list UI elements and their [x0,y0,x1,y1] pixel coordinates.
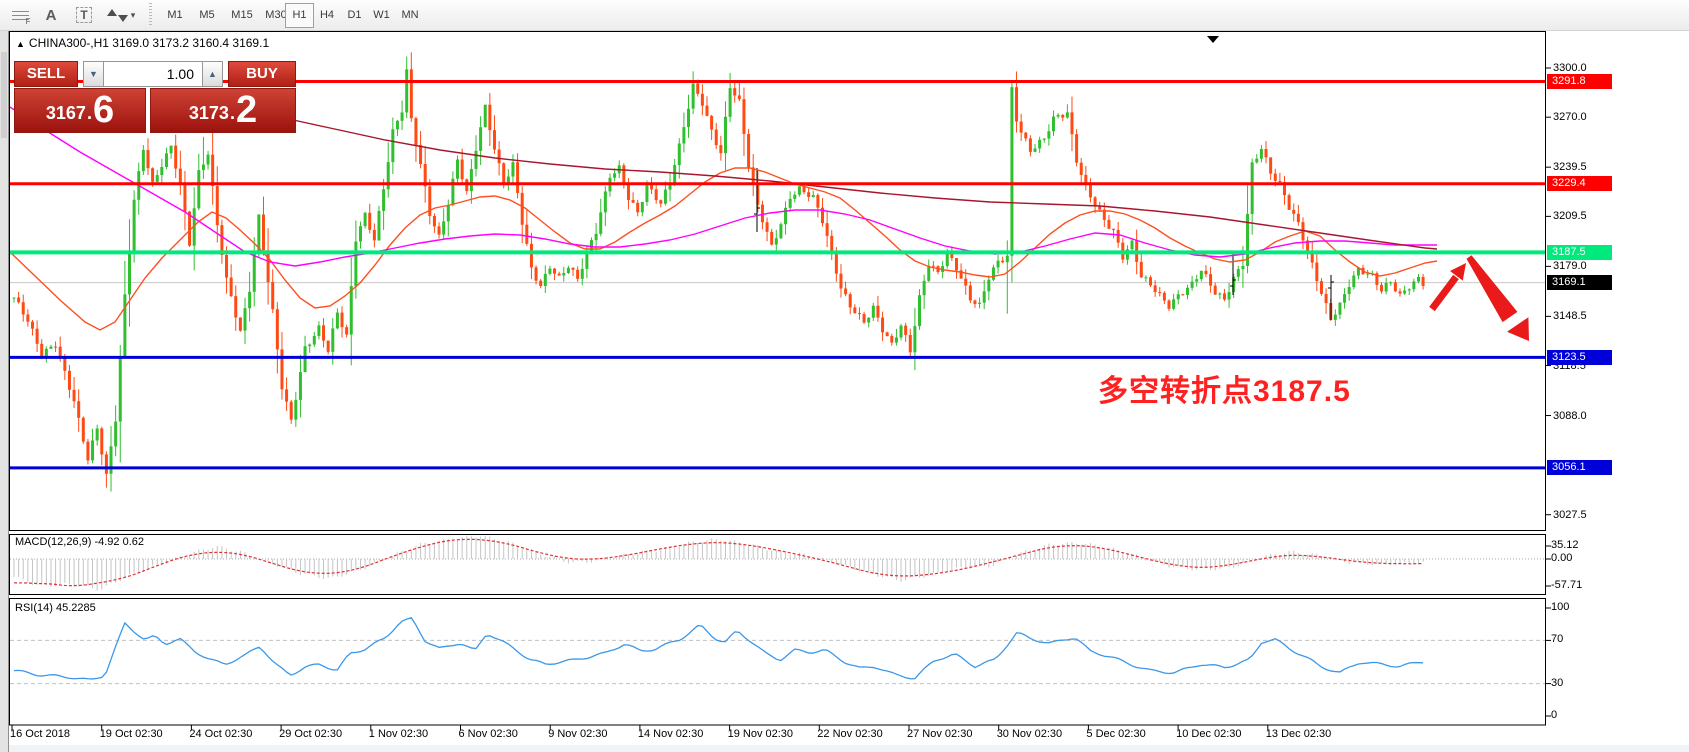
time-axis-label: 27 Nov 02:30 [907,728,973,740]
rsi-scale-label: 0 [1551,709,1558,721]
sell-price-big-digit: 6 [92,89,115,131]
rsi-label: RSI(14) 45.2285 [15,602,96,614]
time-axis-label: 10 Dec 02:30 [1176,728,1242,740]
volume-input[interactable] [104,61,202,87]
macd-label: MACD(12,26,9) -4.92 0.62 [15,536,145,548]
sell-price-dot: . [86,103,92,123]
rsi-scale-label: 100 [1551,601,1570,613]
volume-increase-button[interactable]: ▲ [202,61,223,87]
timeframe-m30[interactable]: M30 [265,9,287,21]
time-axis-label: 29 Oct 02:30 [279,728,343,740]
sell-price-display[interactable]: 3167. 6 [14,88,146,133]
rsi-scale-label: 70 [1551,633,1564,646]
text-tool-button[interactable]: A [38,3,64,27]
toolbar-separator [149,3,152,27]
price-tick-label: 3239.5 [1553,161,1587,174]
rsi-scale-label: 30 [1551,676,1564,689]
time-axis-label: 30 Nov 02:30 [996,728,1063,740]
buy-price-big-digit: 2 [235,89,258,131]
timeframe-mn[interactable]: MN [401,9,419,21]
arrow-down-icon [117,14,128,22]
macd-scale-label: 35.12 [1551,539,1579,551]
left-window-edge [0,30,9,752]
time-axis-label: 19 Oct 02:30 [99,728,163,740]
arrow-up-icon [106,8,117,16]
price-badge: 3291.8 [1547,74,1612,89]
time-axis-label: 14 Nov 02:30 [637,728,704,740]
time-axis-label: 13 Dec 02:30 [1265,728,1332,740]
text-icon: A [45,6,57,24]
timeframe-h1[interactable]: H1 [285,3,314,28]
arrow-objects-button[interactable]: ▾ [104,3,138,27]
time-axis-label: 9 Nov 02:30 [548,728,608,740]
symbol-label: CHINA300-,H1 [28,36,109,50]
price-tick-label: 3270.0 [1553,111,1587,124]
chart-title: ▲ CHINA300-,H1 3169.0 3173.2 3160.4 3169.… [16,36,269,50]
label-tool-button[interactable]: T [70,3,98,27]
price-tick-label: 3148.5 [1553,310,1587,323]
fibonacci-icon: F [11,8,31,26]
trade-annotation-text: 多空转折点3187.5 [1098,375,1351,408]
timeframe-h4[interactable]: H4 [319,9,335,21]
price-tick-label: 3088.0 [1553,409,1587,422]
price-tick-label: 3209.5 [1553,210,1587,223]
trend-arrows [1429,255,1529,341]
timeframe-m15[interactable]: M15 [231,9,253,21]
label-icon: T [76,7,92,23]
time-axis-label: 22 Nov 02:30 [817,728,883,740]
price-badge: 3229.4 [1547,176,1612,191]
sell-button[interactable]: SELL [14,61,78,87]
time-axis-label: 16 Oct 2018 [10,728,70,740]
time-axis-label: 19 Nov 02:30 [727,728,794,740]
timeframe-w1[interactable]: W1 [373,9,390,21]
volume-decrease-button[interactable]: ▼ [83,61,104,87]
price-tick-label: 3300.0 [1553,62,1587,74]
timeframe-m1[interactable]: M1 [167,9,183,21]
time-axis-label: 6 Nov 02:30 [458,728,518,740]
price-tick-label: 3179.0 [1553,260,1587,273]
price-tick-label: 3027.5 [1553,508,1587,521]
time-axis-label: 5 Dec 02:30 [1086,728,1146,740]
sell-price-main: 3167 [45,103,86,123]
time-axis-label: 1 Nov 02:30 [368,728,429,740]
buy-price-main: 3173 [188,103,229,123]
timeframe-d1[interactable]: D1 [347,9,362,21]
time-axis-label: 24 Oct 02:30 [189,728,253,740]
price-badge: 3169.1 [1547,275,1612,290]
buy-price-dot: . [229,103,235,123]
chevron-down-icon: ▾ [130,9,136,20]
price-badge: 3123.5 [1547,350,1612,365]
ohlc-values: 3169.0 3173.2 3160.4 3169.1 [112,36,270,50]
buy-price-display[interactable]: 3173. 2 [150,88,296,133]
price-badge: 3187.5 [1547,245,1612,260]
fibonacci-tool-button[interactable]: F [6,3,34,27]
left-scroll-thumb[interactable] [1,52,7,138]
chart-shift-marker-icon [1207,36,1219,43]
price-badge: 3056.1 [1547,460,1612,475]
macd-scale-label: -57.71 [1551,579,1583,591]
chart-window [9,30,1689,745]
macd-scale-label: 0.00 [1551,552,1573,564]
toolbar: F A T ▾ M1 M5 M15 M30 H1 H4 D1 W1 MN [0,0,1689,31]
buy-button[interactable]: BUY [228,61,296,87]
timeframe-m5[interactable]: M5 [199,9,215,21]
symbol-marker-icon: ▲ [16,39,25,49]
